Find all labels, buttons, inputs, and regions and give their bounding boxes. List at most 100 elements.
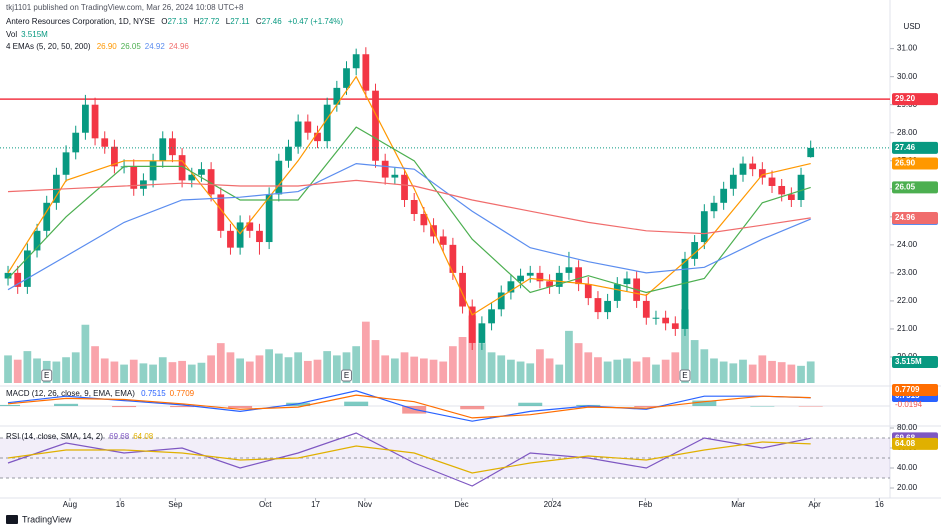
volume-bar [497, 355, 506, 383]
candle-body [710, 202, 718, 212]
candle-body [256, 230, 263, 243]
volume-label: 3.515M [895, 357, 922, 366]
candle-body [439, 236, 447, 245]
symbol: Antero Resources Corporation, 1D, NYSE [6, 17, 155, 26]
rsi-legend: RSI (14, close, SMA, 14, 2) 69.68 64.08 [6, 432, 157, 441]
volume-bar [207, 355, 215, 383]
brand-logo [6, 515, 18, 524]
volume-bar [284, 357, 293, 383]
x-tick-label: Oct [259, 500, 272, 509]
volume-bar [487, 352, 496, 383]
volume-bar [187, 364, 196, 383]
candle-body [787, 194, 795, 200]
x-tick-label: 17 [311, 500, 320, 509]
candle-body [575, 267, 582, 285]
macd-histogram-bar [170, 406, 195, 408]
volume-bar [332, 355, 341, 383]
volume-bar [777, 362, 786, 383]
volume-bar [23, 351, 32, 383]
candle-body [720, 188, 728, 203]
candle-body [62, 152, 70, 175]
candle-body [323, 104, 331, 142]
volume-bar [52, 361, 61, 383]
volume-bar [690, 340, 699, 383]
volume-bar [632, 361, 641, 383]
volume-bar [274, 353, 283, 383]
rsi-label: 64.08 [895, 439, 916, 448]
macd-label: 0.7709 [895, 385, 920, 394]
byline-text: tkj1101 published on TradingView.com, Ma… [6, 3, 244, 12]
macd-label-bg [892, 384, 938, 396]
macd-histogram-bar [344, 401, 369, 406]
hline-label: 29.20 [895, 94, 916, 103]
series-line [7, 179, 811, 235]
candle-body [217, 194, 225, 231]
candle-body [729, 174, 737, 189]
candle-body [101, 138, 109, 147]
candle-body [23, 250, 31, 287]
earnings-label: E [344, 371, 349, 380]
x-tick-label: 2024 [544, 500, 562, 509]
volume-bar [584, 352, 593, 383]
volume-bar [313, 359, 322, 383]
candle-body [497, 292, 505, 310]
candle-body [372, 90, 379, 161]
earnings-marker [41, 369, 53, 382]
macd-histogram-bar [112, 406, 137, 408]
volume-bar [342, 352, 351, 383]
macd-histogram-bar [692, 400, 717, 406]
candle-body [82, 104, 89, 133]
candle-body [555, 272, 563, 287]
candle-body [343, 68, 350, 88]
candle-body [478, 323, 486, 343]
volume-bar [139, 363, 148, 383]
y-tick-label: 21.00 [897, 324, 918, 333]
candle-body [536, 272, 544, 282]
candle-body [749, 163, 757, 170]
change: +0.47 (+1.74%) [287, 17, 344, 26]
volume-bar [623, 358, 631, 383]
hline-label-bg [892, 93, 938, 106]
candle-body [507, 281, 515, 293]
byline: tkj1101 published on TradingView.com, Ma… [6, 3, 247, 12]
candle-body [207, 169, 215, 195]
earnings-marker [679, 369, 691, 382]
ema-label-bg [892, 157, 938, 170]
candle-body [178, 155, 186, 181]
series-line [7, 126, 811, 294]
volume-bar [178, 360, 186, 383]
volume-bar [303, 360, 312, 383]
ohlc-label: H [193, 17, 200, 26]
volume-bar [400, 352, 409, 383]
candle-body [681, 258, 689, 329]
candle-body [294, 121, 302, 147]
candle-body [526, 272, 534, 276]
candle-body [778, 185, 786, 195]
volume-bar [439, 361, 448, 383]
volume-bar [294, 352, 303, 383]
candle-body [488, 309, 495, 324]
candle-body [149, 160, 157, 181]
volume-bar [603, 361, 612, 383]
volume-bar [555, 364, 564, 383]
x-tick-label: 16 [116, 500, 125, 509]
volume-bar [768, 360, 776, 383]
candle-body [807, 147, 815, 158]
x-tick-label: Mar [731, 500, 745, 509]
candle-body [604, 300, 611, 313]
y-tick-label: 40.00 [897, 463, 918, 472]
ema-value: 24.92 [144, 42, 165, 51]
macd-name: MACD (12, 26, close, 9, EMA, EMA) [6, 389, 135, 398]
rsi-label-bg [892, 437, 938, 450]
candle-body [642, 300, 650, 318]
candle-body [246, 222, 254, 231]
candle-body [43, 202, 51, 231]
volume-bar [197, 362, 206, 383]
volume-bar [458, 337, 467, 383]
candle-body [33, 230, 41, 251]
ema-label: 26.05 [895, 182, 916, 191]
volume-bar [110, 361, 119, 383]
volume-bar [797, 365, 805, 383]
x-tick-label: Apr [808, 500, 821, 509]
